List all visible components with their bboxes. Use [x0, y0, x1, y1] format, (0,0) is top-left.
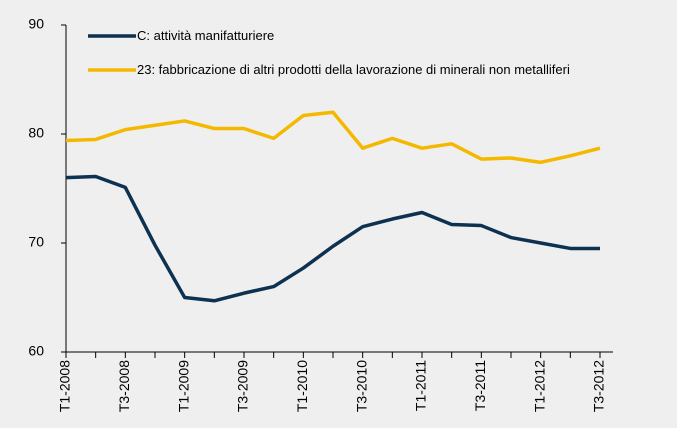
x-tick-label: T1-2011 [413, 360, 429, 411]
y-tick-label: 60 [28, 343, 44, 359]
x-tick-label: T1-2009 [175, 360, 191, 412]
x-tick-label: T3-2011 [472, 360, 488, 411]
series-line [65, 110, 601, 165]
x-tick-label: T1-2008 [57, 360, 73, 412]
y-tick-label: 90 [28, 16, 44, 32]
y-tick-label: 80 [28, 125, 44, 141]
x-tick-label: T3-2010 [353, 360, 369, 412]
x-tick-label: T1-2010 [294, 360, 310, 412]
x-tick-label: T3-2008 [116, 360, 132, 412]
legend-label: C: attività manifatturiere [137, 28, 275, 43]
legend-label: 23: fabbricazione di altri prodotti dell… [137, 62, 570, 77]
x-tick-label: T1-2012 [531, 360, 547, 412]
x-tick-label: T3-2012 [591, 360, 607, 412]
series-line [65, 174, 600, 303]
y-tick-label: 70 [28, 234, 44, 250]
x-tick-label: T3-2009 [235, 360, 251, 412]
